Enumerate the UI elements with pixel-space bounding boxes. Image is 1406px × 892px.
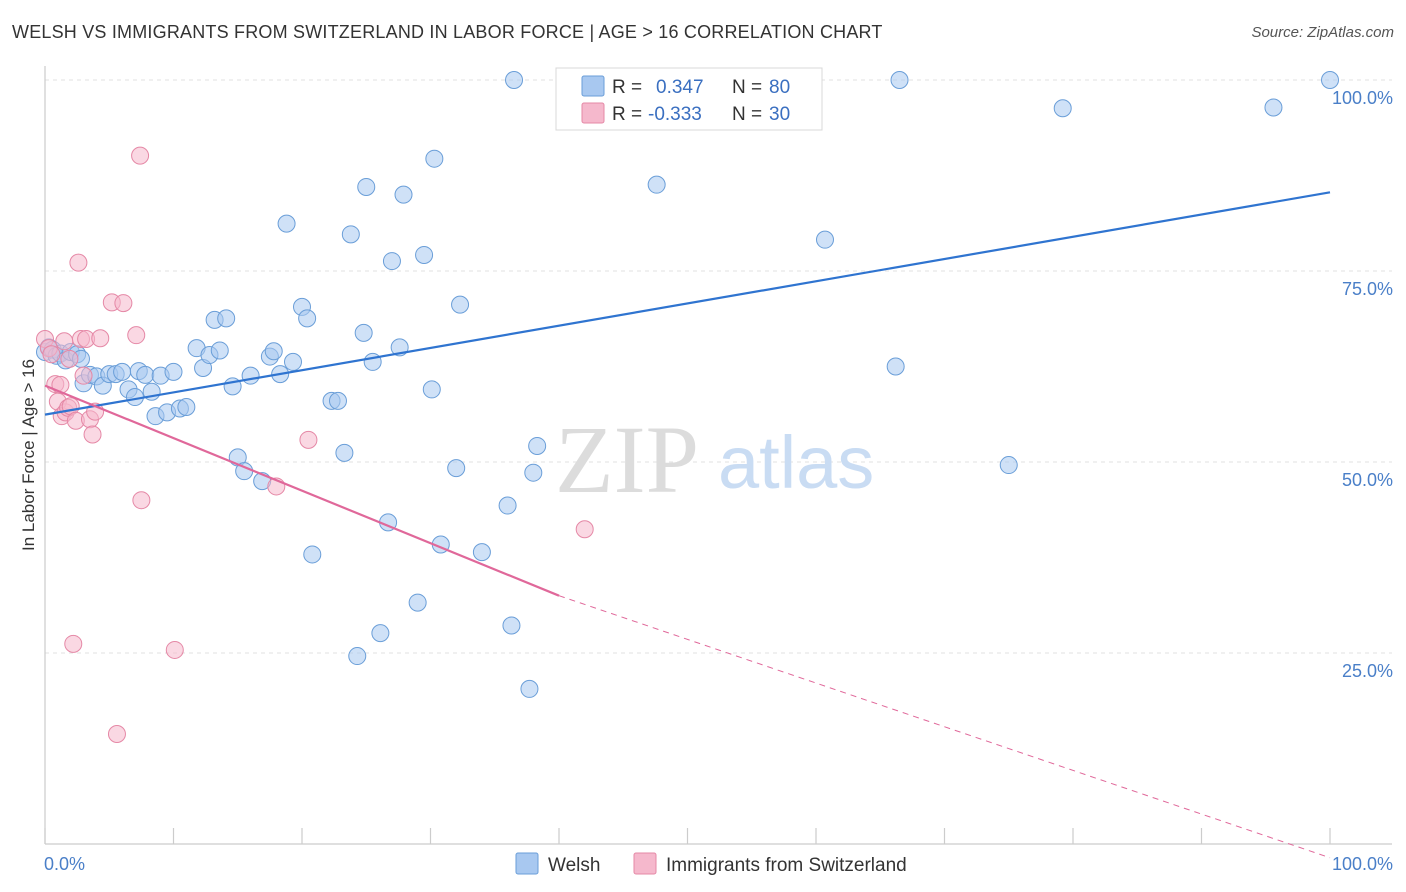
tick-labels: 25.0% 50.0% 75.0% 100.0% 0.0% 100.0% (44, 88, 1393, 874)
legend-n-swiss: 30 (769, 104, 790, 125)
point-welsh (415, 245, 434, 264)
bottom-legend: Welsh Immigrants from Switzerland (515, 852, 907, 876)
point-welsh (264, 342, 283, 361)
point-welsh (886, 357, 905, 376)
point-swiss (60, 349, 79, 368)
point-welsh (425, 149, 444, 168)
point-welsh (303, 545, 322, 564)
point-swiss (74, 366, 93, 385)
point-swiss (127, 326, 146, 345)
trend-line-welsh (44, 191, 1331, 416)
point-swiss (69, 253, 88, 272)
legend-r-label: R = (612, 77, 642, 98)
point-welsh (241, 366, 260, 385)
point-welsh (408, 593, 427, 612)
point-swiss (299, 430, 318, 449)
point-welsh (815, 230, 834, 249)
point-welsh (999, 456, 1018, 475)
point-welsh (328, 391, 347, 410)
x-tick-label: 100.0% (1332, 854, 1393, 874)
point-welsh (1053, 99, 1072, 118)
point-welsh (371, 624, 390, 643)
point-welsh (341, 225, 360, 244)
point-swiss (131, 146, 150, 165)
point-swiss (64, 634, 83, 653)
watermark-zip: ZIP (555, 406, 699, 513)
point-welsh (335, 443, 354, 462)
point-swiss (42, 345, 61, 364)
point-welsh (354, 323, 373, 342)
point-welsh (113, 362, 132, 381)
point-swiss (83, 425, 102, 444)
bottom-legend-swatch-swiss (633, 852, 657, 875)
point-swiss (91, 329, 110, 348)
legend-n-welsh: 80 (769, 77, 790, 98)
legend-r-swiss: -0.333 (648, 104, 702, 125)
point-welsh (357, 177, 376, 196)
data-points (36, 71, 1339, 743)
grid-lines (45, 79, 1392, 654)
x-tick-label: 0.0% (44, 854, 85, 874)
chart-title: WELSH VS IMMIGRANTS FROM SWITZERLAND IN … (12, 22, 883, 42)
point-welsh (505, 71, 524, 89)
y-tick-label: 75.0% (1342, 279, 1393, 299)
legend-swatch-welsh (581, 75, 605, 97)
point-welsh (348, 647, 367, 666)
axes (44, 66, 1392, 845)
point-swiss (132, 491, 151, 510)
point-welsh (451, 295, 470, 314)
point-swiss (165, 640, 184, 659)
point-welsh (472, 543, 491, 562)
point-welsh (502, 616, 521, 635)
point-welsh (164, 362, 183, 381)
point-welsh (177, 397, 196, 416)
y-tick-label: 50.0% (1342, 470, 1393, 490)
point-welsh (298, 309, 317, 328)
point-welsh (217, 309, 236, 328)
point-welsh (284, 352, 303, 371)
legend-swatch-swiss (581, 102, 605, 124)
bottom-legend-swatch-welsh (515, 852, 539, 875)
point-welsh (210, 341, 229, 360)
point-welsh (394, 185, 413, 204)
y-axis-label: In Labor Force | Age > 16 (19, 359, 38, 551)
point-welsh (647, 175, 666, 194)
point-welsh (890, 71, 909, 89)
bottom-legend-welsh: Welsh (548, 855, 600, 876)
point-welsh (136, 365, 155, 384)
watermark: ZIP atlas (555, 406, 874, 513)
point-welsh (520, 679, 539, 698)
point-welsh (528, 436, 547, 455)
point-welsh (422, 380, 441, 399)
point-welsh (1321, 71, 1339, 89)
point-swiss (55, 332, 74, 351)
trend-line-swiss (44, 384, 560, 597)
legend-n-label: N = (732, 77, 762, 98)
point-welsh (277, 214, 296, 233)
trend-lines (44, 191, 1331, 859)
watermark-atlas: atlas (718, 421, 874, 504)
y-tick-label: 100.0% (1332, 88, 1393, 108)
legend-r-welsh: 0.347 (656, 77, 704, 98)
y-tick-label: 25.0% (1342, 661, 1393, 681)
point-welsh (498, 496, 517, 515)
point-welsh (524, 463, 543, 482)
point-swiss (114, 294, 133, 313)
trend-line-swiss-extension (558, 595, 1331, 859)
bottom-legend-swiss: Immigrants from Switzerland (666, 855, 907, 876)
chart-source: Source: ZipAtlas.com (1251, 24, 1394, 41)
legend-n-label: N = (732, 104, 762, 125)
legend: R = 0.347 N = 80 R = -0.333 N = 30 (555, 67, 823, 131)
point-welsh (447, 459, 466, 478)
legend-r-label: R = (612, 104, 642, 125)
point-welsh (382, 252, 401, 271)
point-swiss (575, 520, 594, 539)
point-welsh (1264, 98, 1283, 117)
point-swiss (107, 724, 126, 743)
